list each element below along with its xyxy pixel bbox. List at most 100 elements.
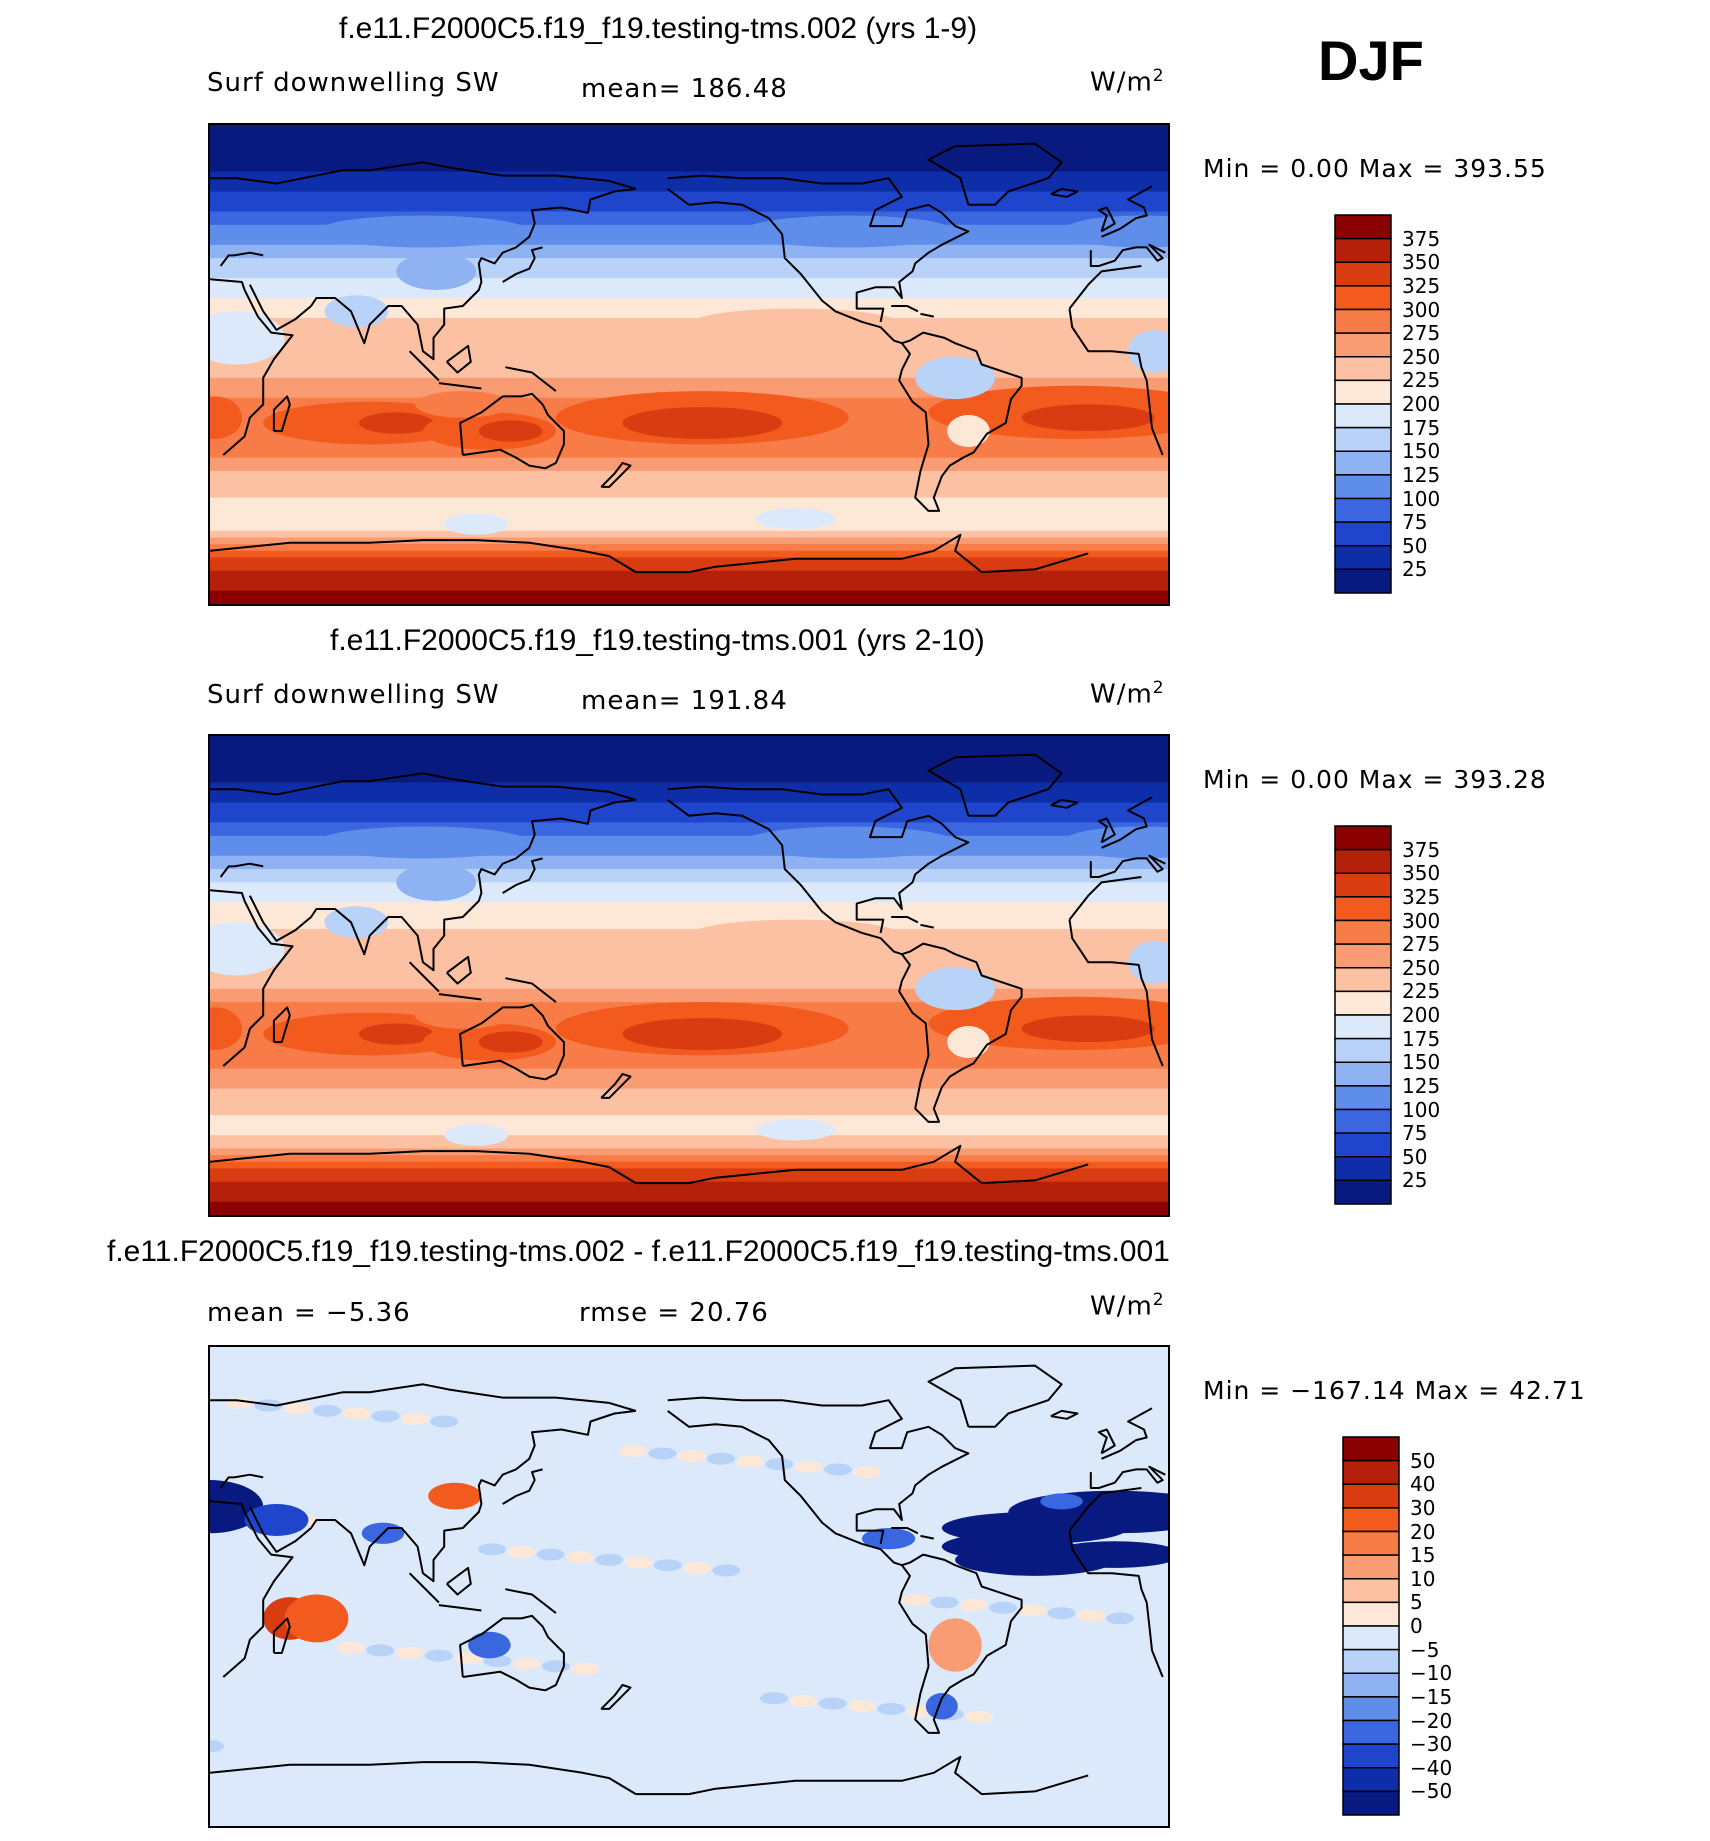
field-map	[210, 125, 1168, 604]
colorbar-tick-label: 125	[1402, 462, 1441, 487]
field-blob	[284, 1594, 349, 1643]
colorbar-tick-label: 375	[1402, 837, 1441, 862]
field-band	[210, 1108, 1168, 1116]
field-blob	[1047, 1607, 1076, 1620]
field-band	[210, 158, 1168, 166]
colorbar-tick-label: 175	[1402, 1026, 1441, 1051]
colorbar: 375 350 325 300 275 250 225 200 175 150 125 100 75 50…	[1334, 214, 1440, 596]
field-band	[210, 371, 1168, 379]
field-band	[210, 1068, 1168, 1076]
colorbar-swatch	[1342, 1601, 1400, 1627]
colorbar-swatch	[1334, 521, 1392, 547]
panel-title: f.e11.F2000C5.f19_f19.testing-tms.001 (y…	[330, 624, 985, 657]
colorbar-tick-label: 40	[1410, 1472, 1436, 1497]
field-band	[210, 577, 1168, 585]
field-band	[210, 775, 1168, 784]
colorbar-swatch	[1342, 1507, 1400, 1533]
field-band	[210, 742, 1168, 750]
coastline	[898, 331, 1023, 512]
units-label: W/m2	[1090, 1290, 1165, 1322]
colorbar-swatch	[1334, 967, 1392, 993]
colorbar-swatch	[1342, 1790, 1400, 1816]
field-blob	[478, 1543, 507, 1556]
field-blob	[915, 356, 996, 400]
colorbar-swatch	[1334, 474, 1392, 500]
field-blob	[818, 1697, 847, 1710]
colorbar-tick-label: −40	[1410, 1755, 1453, 1780]
field-band	[210, 928, 1168, 937]
field-band	[210, 444, 1168, 452]
field-band	[210, 351, 1168, 359]
field-blob	[210, 1740, 224, 1753]
min-max-label: Min = 0.00 Max = 393.28	[1203, 765, 1547, 794]
field-blob	[225, 1396, 254, 1409]
diff-mean-label: mean = −5.36	[207, 1298, 411, 1328]
colorbar-tick-label: 150	[1402, 1050, 1441, 1075]
coastline	[459, 1614, 565, 1692]
colorbar-swatch	[1334, 872, 1392, 898]
colorbar-swatch	[1342, 1743, 1400, 1769]
coastline	[927, 142, 1063, 206]
field-band	[210, 802, 1168, 810]
field-blob	[624, 1556, 653, 1569]
coastline	[667, 785, 970, 934]
field-blob	[947, 415, 990, 447]
coastline	[667, 188, 903, 345]
field-band	[210, 570, 1168, 578]
colorbar-swatch	[1342, 1719, 1400, 1745]
season-label: DJF	[1318, 29, 1424, 92]
coastline	[249, 1409, 636, 1583]
field-band	[210, 955, 1168, 963]
coastline	[1050, 798, 1079, 809]
colorbar-tick-label: 350	[1402, 250, 1441, 275]
colorbar-swatch	[1334, 1037, 1392, 1063]
field-band	[210, 1161, 1168, 1170]
field-band	[210, 597, 1168, 604]
colorbar-swatch	[1342, 1530, 1400, 1556]
field-band	[210, 975, 1168, 983]
colorbar-tick-label: 20	[1410, 1519, 1436, 1544]
field-blob	[619, 1444, 648, 1457]
coastline	[502, 246, 543, 283]
field-band	[210, 224, 1168, 233]
colorbar-tick-label: 50	[1402, 533, 1428, 558]
field-band	[210, 1148, 1168, 1156]
field-blob	[1021, 1015, 1155, 1043]
field-band	[210, 184, 1168, 193]
field-blob	[428, 1482, 482, 1510]
field-band	[210, 755, 1168, 764]
colorbar-swatch	[1334, 285, 1392, 311]
field-band	[210, 829, 1168, 837]
field-band	[210, 311, 1168, 319]
coastline	[1097, 817, 1116, 844]
map-case1	[208, 123, 1170, 606]
field-blob	[478, 1031, 543, 1053]
coastline	[446, 1566, 472, 1596]
field-band	[210, 1135, 1168, 1143]
field-blob	[313, 1404, 342, 1417]
field-blob	[316, 826, 530, 859]
field-band	[210, 1155, 1168, 1163]
field-band	[210, 789, 1168, 797]
colorbar-swatch	[1342, 1578, 1400, 1604]
colorbar-tick-label: 30	[1410, 1495, 1436, 1520]
coastline	[210, 876, 1164, 1067]
field-blob	[959, 1599, 988, 1612]
field-band	[210, 331, 1168, 339]
colorbar-tick-label: 325	[1402, 884, 1441, 909]
colorbar-swatch	[1342, 1625, 1400, 1651]
field-blob	[794, 1460, 823, 1473]
colorbar-swatch	[1334, 1156, 1392, 1182]
field-blob	[541, 1660, 570, 1673]
field-blob	[210, 311, 285, 365]
colorbar-swatch	[1334, 1014, 1392, 1040]
field-blob	[930, 1596, 959, 1609]
field-band	[210, 855, 1168, 864]
units-label: W/m2	[1090, 66, 1165, 98]
field-blob	[1021, 404, 1155, 432]
field-map	[210, 736, 1168, 1215]
field-band	[210, 995, 1168, 1003]
field-blob	[595, 1553, 624, 1566]
coastline	[438, 1604, 482, 1612]
field-band	[210, 1088, 1168, 1096]
